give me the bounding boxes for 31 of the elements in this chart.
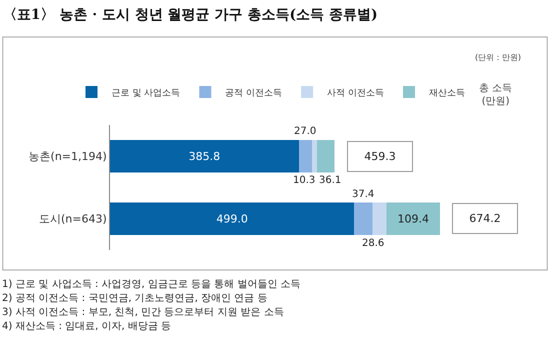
data-label: 27.0: [294, 126, 316, 137]
y-tick-label: 농촌(n=1,194): [28, 150, 107, 164]
total-label: 674.2: [469, 212, 501, 225]
data-label: 499.0: [216, 212, 248, 226]
text: 2) 공적 이전소득 : 국민연금, 기초노령연금, 장애인 연금 등: [2, 293, 268, 304]
legend-label: 재산소득: [428, 88, 465, 99]
text: 1) 근로 및 사업소득 : 사업경영, 임금근로 등을 통해 벌어들인 소득: [2, 279, 301, 290]
bar: [110, 202, 354, 235]
bar: [317, 140, 335, 172]
bar: [298, 140, 312, 172]
text: 총 소득 (만원): [479, 83, 512, 107]
data-label: 10.3: [293, 175, 316, 186]
text: 3) 사적 이전소득 : 부모, 친척, 민간 등으로부터 지원 받은 소득: [2, 307, 284, 318]
bar: [110, 140, 299, 172]
bar: [372, 202, 386, 235]
bar: [312, 140, 318, 172]
text: 4) 재산소득 : 임대료, 이자, 배당금 등: [2, 321, 172, 332]
data-label: 109.4: [397, 212, 429, 226]
bar: [386, 202, 440, 235]
data-label: 385.8: [188, 150, 220, 163]
total-label: 459.3: [364, 150, 396, 163]
legend-label: 근로 및 사업소득: [112, 88, 180, 99]
legend-label: 공적 이전소득: [225, 88, 282, 99]
legend-label: 사적 이전소득: [327, 88, 384, 99]
chart-title: 〈표1〉 농촌 · 도시 청년 월평균 가구 총소득(소득 종류별): [2, 6, 378, 23]
data-label: 28.6: [362, 238, 384, 249]
bar: [354, 202, 372, 235]
data-label: 36.1: [319, 175, 342, 186]
text: (단위 : 만원): [475, 53, 522, 62]
data-label: 37.4: [352, 189, 374, 200]
y-tick-label: 도시(n=643): [39, 212, 107, 226]
